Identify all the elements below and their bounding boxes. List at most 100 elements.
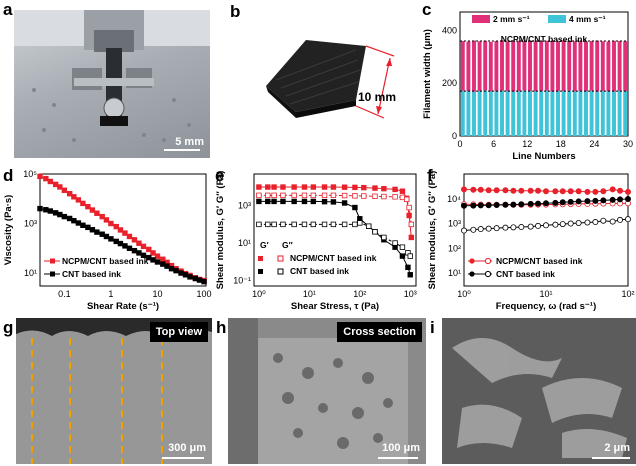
data-point-d <box>164 263 170 269</box>
y-tick-d: 10¹ <box>24 268 37 278</box>
data-point-e <box>321 184 328 190</box>
data-point-d <box>126 245 133 251</box>
panel-h: h Cross section 100 μm <box>214 316 426 466</box>
data-point-d <box>103 217 110 223</box>
bar-2mm <box>472 40 476 92</box>
legend-label-cnt-f: CNT based ink <box>496 269 555 279</box>
panel-label-g: g <box>3 318 14 337</box>
bar-4mm <box>584 91 588 136</box>
bar-4mm <box>556 90 560 136</box>
data-point-e <box>280 192 286 199</box>
bar-2mm <box>556 41 560 91</box>
data-point-e <box>271 184 277 190</box>
legend-label-ncpm-e: NCPM/CNT based ink <box>290 253 377 263</box>
data-point-e <box>381 185 387 192</box>
data-point-d <box>154 253 161 259</box>
chart-f: 10⁰ 10¹ 10² 10¹ 10² 10³ 10⁴ Frequency, ω (rad s… <box>427 171 635 312</box>
data-point-e <box>365 223 372 229</box>
legend-marker-cnt-d <box>50 271 55 277</box>
data-point-e <box>399 244 406 250</box>
data-point-e <box>407 272 413 278</box>
legend-marker-cnt-gpp-e <box>277 268 284 275</box>
tag-cross-section: Cross section <box>337 322 422 342</box>
chart-title-c: NCPM/CNT based ink <box>501 34 588 44</box>
y-tick-e: 10⁻¹ <box>233 275 251 285</box>
printer-photo-drawing <box>14 10 210 151</box>
data-point-e <box>271 221 277 228</box>
data-point-e <box>392 194 398 200</box>
bar-4mm <box>505 90 510 136</box>
legend-marker-ncpm-d <box>50 258 55 264</box>
panel-label-h: h <box>216 318 227 337</box>
bar-2mm <box>516 40 521 92</box>
bar-2mm <box>550 41 555 92</box>
data-point-d <box>108 220 114 227</box>
data-point-f <box>624 216 631 223</box>
bar-4mm <box>477 90 482 136</box>
data-point-f <box>493 201 500 208</box>
data-point-e <box>310 184 317 190</box>
y-tick-d: 10⁵ <box>23 169 37 179</box>
panel-g: g Top view 300 μm <box>0 316 212 466</box>
data-point-d <box>150 250 156 256</box>
panel-label-d: d <box>3 166 14 185</box>
bar-2mm <box>561 40 566 92</box>
legend-label-4mm: 4 mm s⁻¹ <box>569 14 606 24</box>
data-point-f <box>518 224 525 231</box>
tag-top-view: Top view <box>149 322 208 342</box>
x-tick-e: 10⁰ <box>252 289 266 299</box>
y-tick-f: 10² <box>448 243 461 253</box>
data-point-d <box>37 173 43 180</box>
data-point-e <box>406 204 412 211</box>
y-tick-c: 200 <box>442 78 457 88</box>
data-point-e <box>408 221 415 228</box>
data-point-f <box>535 187 542 194</box>
data-point-f <box>502 224 509 231</box>
data-point-e <box>403 196 410 203</box>
bar-4mm <box>483 90 488 136</box>
bar-4mm <box>589 90 594 136</box>
sem-cross-section-drawing <box>228 318 426 464</box>
data-point-e <box>265 184 271 190</box>
panel-d: d 0.1 1 10 100 10¹ 10³ 10⁵ Shear Rate (s⁻¹) Visc… <box>0 164 212 314</box>
bar-4mm <box>623 90 628 136</box>
x-label-e: Shear Stress, τ (Pa) <box>291 301 379 312</box>
x-tick-c: 18 <box>556 139 566 149</box>
legend-header-gp-e: G′ <box>260 240 269 250</box>
legend-marker-cnt-gp-e <box>258 269 263 274</box>
legend-marker-ncpm-gpp-f <box>484 257 492 265</box>
data-point-f <box>470 186 477 193</box>
bar-4mm <box>612 91 616 136</box>
legend-label-cnt-e: CNT based ink <box>290 266 349 276</box>
data-point-e <box>357 220 363 226</box>
x-tick-e: 10³ <box>404 289 417 299</box>
bar-4mm <box>561 91 566 136</box>
data-point-e <box>330 221 337 228</box>
data-point-f <box>559 188 566 195</box>
bar-2mm <box>528 40 532 91</box>
x-tick-e: 10¹ <box>303 289 316 299</box>
bar-2mm <box>488 41 493 92</box>
bar-4mm <box>600 90 605 136</box>
y-tick-e: 10³ <box>238 201 251 211</box>
bar-2mm <box>522 41 527 91</box>
data-point-f <box>617 196 624 203</box>
data-point-e <box>280 184 286 190</box>
data-point-f <box>502 187 509 194</box>
data-point-d <box>122 230 128 236</box>
data-point-e <box>310 192 317 199</box>
data-point-d <box>61 187 68 193</box>
data-point-e <box>271 192 277 199</box>
bar-4mm <box>472 91 476 136</box>
bar-4mm <box>528 90 532 136</box>
x-tick-d: 10 <box>152 289 162 299</box>
legend-marker-ncpm-gp-f <box>469 258 475 264</box>
data-point-d <box>182 272 189 278</box>
data-point-d <box>94 210 100 216</box>
data-point-e <box>352 184 358 191</box>
x-label-c: Line Numbers <box>512 151 575 162</box>
data-point-d <box>122 243 128 249</box>
legend-marker-ncpm-gp-e <box>258 256 263 261</box>
data-point-f <box>485 202 492 209</box>
data-point-f <box>592 188 599 195</box>
